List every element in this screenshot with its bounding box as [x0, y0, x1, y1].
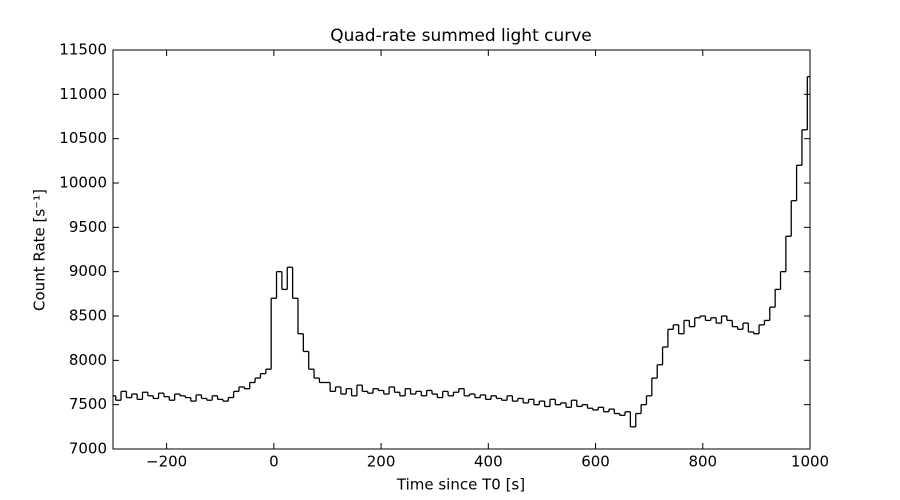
- y-tick-label: 10000: [59, 174, 107, 192]
- plot-frame: [112, 49, 811, 450]
- y-tick-label: 7000: [69, 440, 107, 458]
- y-tick-label: 10500: [59, 129, 107, 147]
- y-tick-label: 11000: [59, 85, 107, 103]
- x-tick-label: 200: [367, 453, 396, 471]
- y-axis-label: Count Rate [s⁻¹]: [31, 189, 49, 311]
- chart-title: Quad-rate summed light curve: [330, 26, 592, 46]
- y-tick-label: 9500: [69, 218, 107, 236]
- x-tick-label: 0: [269, 453, 279, 471]
- x-axis-label: Time since T0 [s]: [396, 476, 525, 494]
- y-tick-label: 11500: [59, 41, 107, 59]
- x-tick-label: 400: [474, 453, 503, 471]
- y-tick-label: 9000: [69, 262, 107, 280]
- x-tick-label: 1000: [791, 453, 829, 471]
- y-tick-label: 7500: [69, 395, 107, 413]
- y-tick-label: 8000: [69, 351, 107, 369]
- x-tick-label: −200: [146, 453, 187, 471]
- y-tick-label: 8500: [69, 307, 107, 325]
- x-tick-label: 600: [581, 453, 610, 471]
- x-tick-label: 800: [688, 453, 717, 471]
